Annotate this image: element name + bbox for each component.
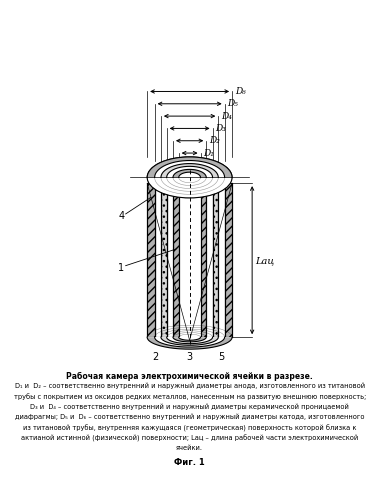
Bar xyxy=(212,183,218,337)
Text: D₃ и  D₄ – соответственно внутренний и наружный диаметры керамической проницаемо: D₃ и D₄ – соответственно внутренний и на… xyxy=(30,404,349,410)
Text: D₃: D₃ xyxy=(215,124,226,133)
Text: D₆: D₆ xyxy=(235,87,246,96)
Polygon shape xyxy=(147,157,232,178)
Text: актианой истинной (физической) поверхности; Lац – длина рабочей части электрохим: актианой истинной (физической) поверхнос… xyxy=(21,434,358,442)
Text: D₄: D₄ xyxy=(221,112,232,120)
Polygon shape xyxy=(173,337,206,342)
Ellipse shape xyxy=(147,157,232,198)
Text: D₁ и  D₂ – соответственно внутренний и наружный диаметры анода, изготовленного и: D₁ и D₂ – соответственно внутренний и на… xyxy=(14,382,365,389)
Text: Lац: Lац xyxy=(256,256,275,264)
Bar xyxy=(201,183,206,337)
Bar xyxy=(206,183,212,337)
Polygon shape xyxy=(155,160,225,178)
Text: Рабочая камера электрохимической ячейки в разрезе.: Рабочая камера электрохимической ячейки … xyxy=(66,372,313,382)
Bar xyxy=(147,337,232,351)
Polygon shape xyxy=(173,170,206,177)
Bar xyxy=(161,183,166,337)
Text: D₁: D₁ xyxy=(204,148,214,158)
Text: 3: 3 xyxy=(186,352,193,362)
Text: 4: 4 xyxy=(118,211,124,221)
Text: Фиг. 1: Фиг. 1 xyxy=(174,458,205,466)
Bar xyxy=(147,183,155,337)
Polygon shape xyxy=(155,337,225,347)
Text: 5: 5 xyxy=(218,352,224,362)
Text: диафрагмы; D₅ и  D₆ – соответственно внутренний и наружный диаметры катода, изго: диафрагмы; D₅ и D₆ – соответственно внут… xyxy=(15,414,364,420)
Text: трубы с покрытием из оксидов редких металлов, нанесенным на развитую внешнюю пов: трубы с покрытием из оксидов редких мета… xyxy=(13,393,366,400)
Bar xyxy=(218,183,225,337)
Text: 2: 2 xyxy=(152,352,158,362)
Polygon shape xyxy=(161,337,218,345)
Text: из титановой трубы, внутренняя кажущаяся (геометрическая) поверхность которой бл: из титановой трубы, внутренняя кажущаяся… xyxy=(23,424,356,432)
Polygon shape xyxy=(147,337,232,349)
Text: 1: 1 xyxy=(118,262,124,272)
Bar xyxy=(166,183,173,337)
Bar xyxy=(173,183,179,337)
Text: D₂: D₂ xyxy=(209,136,220,145)
Polygon shape xyxy=(166,166,212,177)
Polygon shape xyxy=(161,164,218,177)
Text: D₅: D₅ xyxy=(228,100,238,108)
Bar xyxy=(225,183,232,337)
Polygon shape xyxy=(166,337,212,344)
Bar xyxy=(155,183,161,337)
Text: ячейки.: ячейки. xyxy=(176,445,203,451)
